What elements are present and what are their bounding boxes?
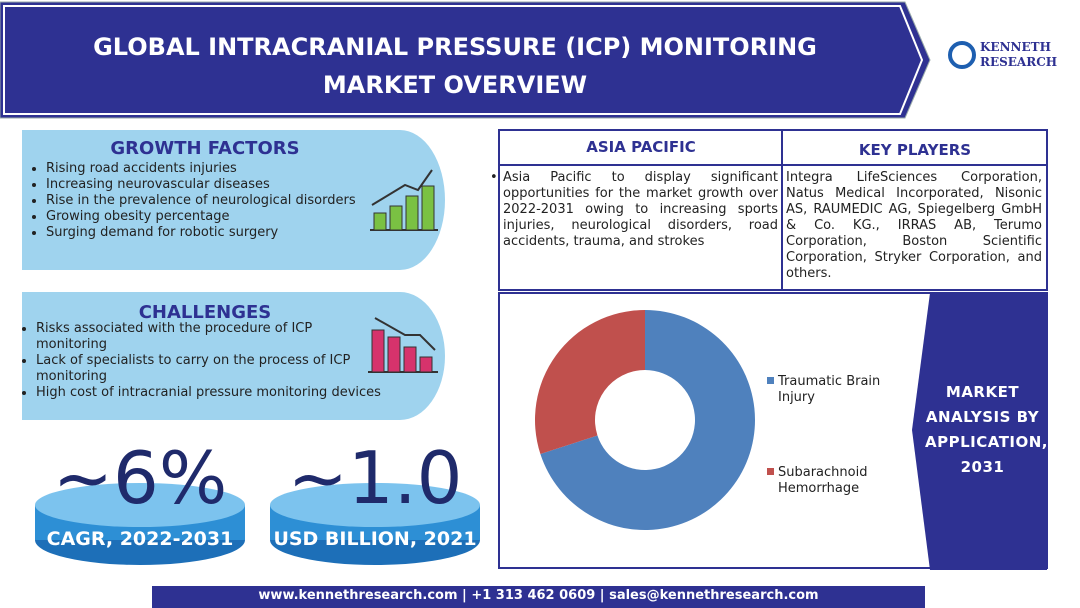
legend-label: Subarachnoid Hemorrhage	[778, 465, 867, 496]
footer: www.kennethresearch.com | +1 313 462 060…	[258, 588, 819, 603]
challenge-list: Risks associated with the procedure of I…	[18, 321, 381, 401]
section-title: CHALLENGES	[138, 302, 272, 323]
title-line: MARKET OVERVIEW	[322, 71, 588, 99]
title-line: GLOBAL INTRACRANIAL PRESSURE (ICP) MONIT…	[93, 33, 817, 61]
bullet: •	[490, 170, 498, 185]
donut-chart: Traumatic Brain Injury Subarachnoid Hemorrh…	[535, 310, 880, 530]
section-text: Integra LifeSciences Corporation, Natus …	[786, 170, 1042, 281]
legend-label: Traumatic Brain Injury	[777, 374, 880, 405]
section-title: KEY PLAYERS	[858, 141, 972, 159]
section-title: ASIA PACIFIC	[586, 138, 696, 156]
panel-text: MARKET ANALYSIS BY APPLICATION, 2031	[925, 383, 1049, 476]
list-item: Lack of specialists to carry on the proc…	[36, 353, 381, 385]
list-item: Increasing neurovascular diseases	[46, 177, 366, 193]
growth-list: Rising road accidents injuriesIncreasing…	[28, 161, 366, 241]
list-item: High cost of intracranial pressure monit…	[36, 385, 381, 401]
donut-slice	[535, 310, 645, 454]
stat-value: ~6%	[52, 436, 228, 520]
logo: KENNETH RESEARCH	[980, 40, 1057, 70]
list-item: Growing obesity percentage	[46, 209, 366, 225]
section-text: Asia Pacific to display significant oppo…	[503, 170, 778, 249]
legend-swatch	[767, 468, 774, 475]
logo-line: RESEARCH	[980, 55, 1058, 69]
stat-label: USD BILLION, 2021	[273, 528, 477, 550]
title: GLOBAL INTRACRANIAL PRESSURE (ICP) MONIT…	[30, 28, 880, 104]
list-item: Rising road accidents injuries	[46, 161, 366, 177]
stat-value: ~1.0	[287, 436, 463, 520]
section-title: GROWTH FACTORS	[110, 138, 300, 159]
list-item: Risks associated with the procedure of I…	[36, 321, 381, 353]
logo-line: KENNETH	[980, 40, 1051, 54]
donut-slice	[540, 310, 755, 530]
list-item: Rise in the prevalence of neurological d…	[46, 193, 366, 209]
list-item: Surging demand for robotic surgery	[46, 225, 366, 241]
stat-label: CAGR, 2022-2031	[46, 528, 234, 550]
legend-swatch	[767, 377, 774, 384]
